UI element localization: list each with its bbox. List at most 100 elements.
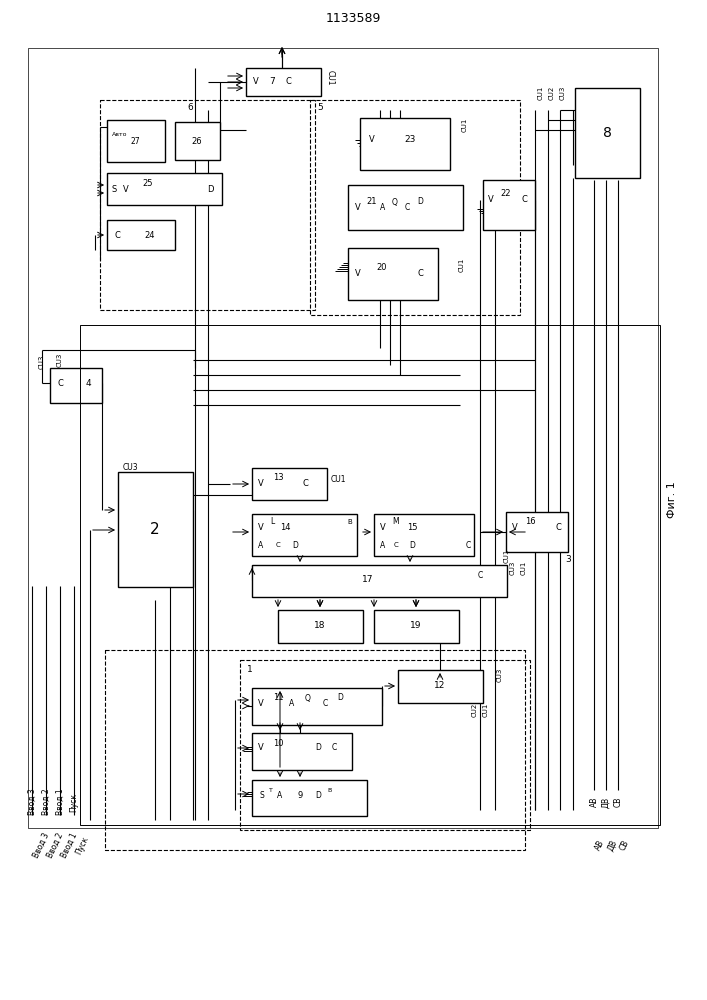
Text: CU1: CU1 xyxy=(325,70,334,86)
Text: S: S xyxy=(112,184,117,194)
Bar xyxy=(360,118,450,170)
Text: D: D xyxy=(292,540,298,550)
Text: CU1: CU1 xyxy=(459,258,465,272)
Text: C: C xyxy=(417,268,423,277)
Text: ДВ: ДВ xyxy=(602,796,611,808)
Bar xyxy=(278,610,363,643)
Text: 18: 18 xyxy=(314,621,326,631)
Text: АВ: АВ xyxy=(590,797,599,807)
Bar xyxy=(398,670,483,703)
Text: CU3: CU3 xyxy=(122,464,138,473)
Text: B: B xyxy=(348,519,352,525)
Text: 9: 9 xyxy=(298,792,303,800)
Bar xyxy=(118,472,193,587)
Text: CU1: CU1 xyxy=(483,703,489,717)
Bar xyxy=(107,220,175,250)
Text: D: D xyxy=(315,744,321,752)
Text: C: C xyxy=(276,542,281,548)
Text: 11: 11 xyxy=(273,694,284,702)
Text: B: B xyxy=(328,788,332,792)
Bar xyxy=(310,100,520,315)
Text: 4: 4 xyxy=(85,378,90,387)
Text: 25: 25 xyxy=(143,178,153,188)
Text: 3: 3 xyxy=(565,556,571,564)
Bar xyxy=(575,88,640,178)
Text: 22: 22 xyxy=(501,190,511,198)
Bar xyxy=(252,468,327,500)
Text: L: L xyxy=(270,518,274,526)
Text: ДВ: ДВ xyxy=(606,838,619,852)
Text: 1: 1 xyxy=(247,666,253,674)
Bar xyxy=(252,688,382,725)
Bar xyxy=(107,173,222,205)
Text: A: A xyxy=(277,792,283,800)
Bar xyxy=(80,325,660,825)
Text: V: V xyxy=(258,524,264,532)
Text: V: V xyxy=(488,196,494,205)
Text: V: V xyxy=(123,184,129,194)
Text: V: V xyxy=(258,480,264,488)
Text: C: C xyxy=(555,524,561,532)
Text: CU1: CU1 xyxy=(538,86,544,100)
Text: C: C xyxy=(322,700,327,708)
Text: 24: 24 xyxy=(145,231,156,239)
Text: 13: 13 xyxy=(273,474,284,483)
Text: D: D xyxy=(315,792,321,800)
Text: 21: 21 xyxy=(367,198,378,207)
Text: D: D xyxy=(206,184,214,194)
Text: 23: 23 xyxy=(404,135,416,144)
Text: Ввод 2: Ввод 2 xyxy=(42,789,50,815)
Text: C: C xyxy=(477,570,483,580)
Bar xyxy=(246,68,321,96)
Text: A: A xyxy=(258,540,264,550)
Text: V: V xyxy=(355,268,361,277)
Text: CU1: CU1 xyxy=(462,118,468,132)
Text: CU2: CU2 xyxy=(472,703,478,717)
Text: 16: 16 xyxy=(525,518,535,526)
Text: M: M xyxy=(392,518,399,526)
Bar xyxy=(506,512,568,552)
Text: V: V xyxy=(512,524,518,532)
Text: C: C xyxy=(332,744,337,752)
Bar xyxy=(374,610,459,643)
Text: Пуск: Пуск xyxy=(74,834,90,856)
Bar xyxy=(483,180,535,230)
Bar xyxy=(252,514,357,556)
Text: Q: Q xyxy=(392,198,398,207)
Text: CU1: CU1 xyxy=(504,549,510,563)
Bar xyxy=(252,565,507,597)
Text: CU2: CU2 xyxy=(549,86,555,100)
Text: СВ: СВ xyxy=(618,838,631,852)
Text: D: D xyxy=(417,198,423,207)
Text: V: V xyxy=(258,744,264,752)
Text: 8: 8 xyxy=(602,126,612,140)
Text: Q: Q xyxy=(305,694,311,702)
Text: 7: 7 xyxy=(269,78,275,87)
Text: 1133589: 1133589 xyxy=(325,11,380,24)
Text: 5: 5 xyxy=(317,104,323,112)
Text: V: V xyxy=(355,204,361,213)
Text: A: A xyxy=(380,204,385,213)
Bar xyxy=(107,120,165,162)
Text: S: S xyxy=(259,792,264,800)
Text: C: C xyxy=(57,378,63,387)
Text: CU3: CU3 xyxy=(510,561,516,575)
Text: Фиг. 1: Фиг. 1 xyxy=(667,482,677,518)
Text: D: D xyxy=(337,694,343,702)
Bar xyxy=(348,185,463,230)
Text: 20: 20 xyxy=(377,262,387,271)
Text: V: V xyxy=(369,135,375,144)
Text: C: C xyxy=(302,480,308,488)
Bar xyxy=(100,100,315,310)
Text: Авто: Авто xyxy=(112,132,128,137)
Text: АВ: АВ xyxy=(594,838,607,852)
Text: CU3: CU3 xyxy=(57,353,63,367)
Text: T: T xyxy=(269,788,273,792)
Text: CU3: CU3 xyxy=(39,355,45,369)
Text: D: D xyxy=(409,540,415,550)
Text: C: C xyxy=(465,540,471,550)
Text: Ввод 1: Ввод 1 xyxy=(60,831,79,859)
Text: CU3: CU3 xyxy=(497,668,503,682)
Bar xyxy=(240,660,530,830)
Text: 15: 15 xyxy=(407,524,417,532)
